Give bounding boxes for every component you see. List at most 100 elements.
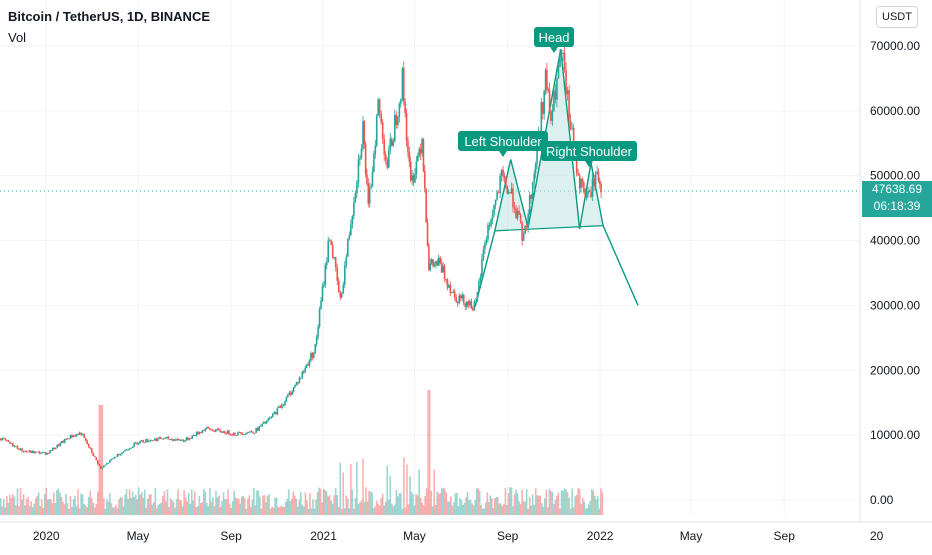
volume-bar — [354, 497, 357, 515]
candle-body — [409, 161, 412, 181]
currency-button[interactable]: USDT — [876, 6, 918, 28]
candle-body — [424, 171, 426, 189]
candle-body — [225, 433, 227, 435]
symbol-legend[interactable]: Bitcoin / TetherUS, 1D, BINANCE — [8, 9, 211, 24]
candle-body — [415, 161, 418, 175]
volume-bar — [106, 499, 108, 515]
candle-body — [304, 368, 306, 373]
candle-body — [16, 446, 19, 449]
candle-body — [103, 465, 105, 468]
candle-body — [301, 371, 304, 378]
candle-body — [478, 281, 480, 292]
price-tick-label: 0.00 — [870, 493, 894, 507]
candle-body — [436, 261, 439, 266]
candle-body — [374, 145, 377, 154]
volume-bar — [192, 500, 195, 515]
volume-bar — [375, 500, 378, 515]
volume-bar — [219, 507, 222, 515]
candle-body — [496, 192, 498, 200]
candle-body — [487, 224, 489, 240]
volume-bar — [525, 489, 528, 515]
volume-bar — [322, 489, 325, 515]
candle-body — [324, 264, 327, 285]
candle-body — [247, 432, 250, 433]
volume-bar — [442, 487, 445, 515]
volume-bar — [559, 508, 561, 515]
candle-body — [550, 112, 552, 121]
candle-body — [437, 257, 440, 266]
candle-body — [3, 438, 5, 440]
candle-body — [184, 440, 186, 442]
volume-bar — [398, 493, 401, 515]
volume-bar — [474, 499, 476, 515]
volume-bar — [250, 507, 252, 515]
candle-body — [386, 159, 389, 168]
volume-bar — [468, 500, 470, 515]
candle-body — [572, 127, 575, 154]
candle-body — [336, 267, 339, 281]
left-shoulder-label: Left Shoulder — [464, 134, 542, 149]
candle-body — [506, 185, 509, 194]
volume-bar — [415, 494, 417, 515]
volume-bar — [251, 499, 254, 515]
candle-body — [422, 139, 425, 172]
candle-body — [364, 144, 367, 175]
candle-body — [500, 169, 503, 176]
candle-body — [295, 382, 298, 385]
volume-bar — [187, 492, 190, 515]
volume-bar — [140, 492, 143, 515]
candle-body — [15, 445, 17, 447]
volume-bar — [236, 498, 239, 515]
candle-body — [553, 90, 555, 111]
candle-body — [387, 150, 390, 168]
volume-bar — [466, 491, 469, 515]
volume-bar — [504, 487, 507, 515]
volume-bar — [550, 490, 552, 515]
volume-bar — [419, 497, 422, 515]
volume-bar — [42, 507, 45, 515]
candle-body — [311, 353, 314, 358]
candle-body — [458, 295, 461, 304]
candle-body — [600, 183, 602, 193]
volume-bar — [497, 497, 499, 515]
volume-bar — [218, 495, 220, 515]
candle-body — [240, 432, 242, 434]
volume-bar — [128, 489, 131, 515]
candle-body — [53, 447, 56, 450]
candle-body — [544, 69, 547, 91]
volume-bar — [521, 489, 523, 515]
candle-body — [68, 438, 70, 440]
candle-body — [320, 301, 322, 310]
volume-bar — [213, 506, 216, 515]
volume-bar — [342, 472, 345, 515]
volume-bar — [575, 495, 578, 515]
candle-body — [449, 285, 452, 293]
candle-body — [547, 88, 550, 91]
candle-body — [6, 439, 8, 441]
volume-legend[interactable]: Vol — [8, 30, 27, 45]
candle-body — [77, 433, 79, 435]
candle-body — [344, 265, 346, 285]
candle-body — [252, 432, 254, 434]
candle-body — [502, 169, 504, 176]
volume-bar — [124, 494, 126, 515]
candle-body — [467, 301, 470, 306]
volume-bar — [83, 503, 85, 515]
candle-body — [152, 440, 155, 442]
volume-bar — [401, 508, 404, 515]
volume-bar — [512, 506, 514, 515]
candle-body — [92, 452, 95, 457]
volume-bar — [489, 495, 492, 515]
candle-body — [428, 245, 430, 271]
volume-bar — [469, 499, 472, 515]
volume-bar — [578, 489, 581, 515]
candle-body — [71, 434, 73, 438]
volume-bar — [259, 496, 261, 515]
volume-bar — [560, 489, 563, 515]
volume-bar — [96, 491, 99, 515]
candle-body — [164, 437, 167, 439]
candle-body — [394, 114, 396, 142]
candle-body — [237, 432, 239, 436]
